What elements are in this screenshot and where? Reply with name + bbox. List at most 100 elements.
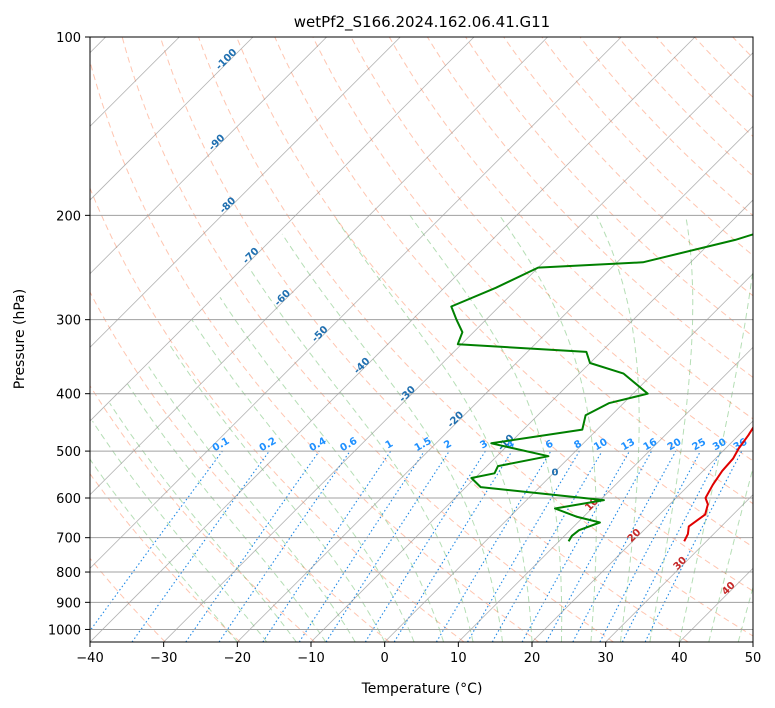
- isotherm-line: [90, 37, 475, 422]
- y-tick-label: 800: [56, 566, 81, 581]
- mixing-ratio-line: [218, 450, 351, 642]
- x-tick-label: −40: [76, 651, 103, 666]
- dry-adiabat-label: -60: [273, 288, 294, 309]
- moist-adiabat-line: [90, 458, 238, 642]
- moist-adiabat-line: [333, 215, 533, 642]
- moist-adiabat-line: [168, 343, 386, 642]
- dry-adiabat-line: [121, 37, 614, 642]
- mixing-ratio-line: [393, 450, 513, 642]
- moist-adiabat-line: [148, 366, 356, 642]
- dry-adiabat-line: [426, 37, 753, 379]
- moist-adiabat-line: [191, 319, 415, 642]
- isotherm-line: [310, 199, 753, 642]
- isotherm-line: [384, 273, 753, 642]
- x-tick-label: 20: [524, 651, 541, 666]
- dry-adiabat-line: [90, 384, 316, 642]
- isotherm-line: [90, 37, 401, 348]
- dry-adiabat-label: -40: [352, 356, 373, 377]
- x-tick-label: 10: [450, 651, 467, 666]
- isotherm-line: [90, 37, 548, 496]
- moist-adiabat-line: [248, 267, 474, 642]
- mixing-ratio-line: [262, 450, 392, 642]
- mixing-ratio-line: [364, 450, 486, 642]
- moist-adiabat-line: [708, 466, 753, 642]
- isotherm-line: [163, 52, 753, 642]
- x-tick-label: −20: [224, 651, 251, 666]
- chart-title: wetPf2_S166.2024.162.06.41.G11: [294, 13, 550, 32]
- x-axis-label: Temperature (°C): [361, 681, 483, 697]
- x-tick-label: 40: [671, 651, 688, 666]
- mixing-ratio-line: [572, 450, 677, 642]
- moist-adiabat-line: [127, 383, 327, 642]
- dry-adiabat-line: [90, 59, 540, 642]
- moist-adiabat-line: [219, 297, 445, 642]
- isotherm-line: [752, 641, 753, 642]
- dry-adiabat-line: [350, 37, 753, 462]
- dry-adiabat-label: -70: [241, 246, 262, 267]
- mixing-ratio-label: 4: [505, 438, 517, 451]
- mixing-ratio-line: [131, 450, 270, 642]
- dry-adiabat-label: -30: [397, 384, 418, 405]
- y-axis-ticks: 100 200 300 400 500 600 700 800 900 1000: [48, 31, 90, 638]
- dry-adiabat-line: [312, 37, 753, 505]
- isotherm-line: [605, 494, 753, 642]
- dry-adiabat-label: -90: [207, 133, 228, 154]
- x-tick-label: 50: [745, 651, 762, 666]
- isotherm-label: 20: [626, 527, 644, 545]
- y-tick-label: 600: [56, 492, 81, 507]
- dry-adiabat-label: -80: [218, 195, 239, 216]
- mixing-ratio-label: 6: [544, 438, 556, 451]
- isotherm-line: [679, 567, 753, 642]
- x-tick-label: 30: [597, 651, 614, 666]
- isotherm-line: [90, 37, 696, 642]
- dry-adiabat-line: [236, 37, 753, 592]
- mixing-ratio-line: [90, 450, 223, 632]
- dry-adiabat-line: [541, 37, 753, 257]
- mixing-ratio-label: 1: [384, 438, 396, 451]
- dry-adiabat-line: [465, 37, 753, 338]
- y-tick-label: 100: [56, 31, 81, 46]
- dry-adiabat-line: [388, 37, 753, 420]
- mixing-ratio-line: [521, 450, 630, 642]
- mixing-ratio-line: [298, 450, 425, 642]
- moist-adiabat-label: 0: [552, 468, 559, 479]
- mixing-ratio-line: [545, 450, 653, 642]
- line-labels: -100-90-80-70-60-50-40-30-20-100.1 0.2 0.4…: [207, 47, 749, 598]
- mixing-ratio-line: [325, 450, 450, 642]
- dry-adiabat-line: [274, 37, 753, 548]
- moist-adiabat-line: [596, 215, 640, 642]
- mixing-ratio-line: [644, 450, 743, 642]
- mixing-ratio-line: [599, 450, 701, 642]
- y-axis-label: Pressure (hPa): [12, 289, 28, 389]
- dry-adiabat-line: [90, 186, 465, 642]
- y-tick-label: 900: [56, 596, 81, 611]
- isotherm-line: [90, 37, 327, 275]
- moist-adiabat-line: [649, 215, 694, 642]
- isotherm-line: [531, 420, 753, 642]
- plot-frame: [89, 36, 754, 643]
- isotherm-line: [458, 346, 753, 642]
- y-tick-label: 500: [56, 445, 81, 460]
- mixing-ratio-label: 8: [572, 438, 584, 451]
- isotherm-label: 30: [672, 555, 690, 573]
- dry-adiabat-label: -50: [310, 324, 331, 345]
- dry-adiabat-line: [732, 37, 753, 59]
- dry-adiabat-line: [656, 37, 753, 138]
- x-axis-ticks: −40 −30 −20 −10 0 10 20 30 40 50: [76, 642, 761, 666]
- isotherm-label: 40: [720, 580, 738, 598]
- mixing-ratio-label: 2: [442, 438, 454, 451]
- dry-adiabat-line: [159, 37, 689, 642]
- moist-adiabat-line: [678, 265, 753, 642]
- dewpoint-line: [450, 233, 753, 542]
- moist-adiabat-line: [109, 402, 297, 642]
- y-tick-label: 1000: [48, 623, 81, 638]
- dry-adiabat-line: [503, 37, 753, 297]
- isotherm-line: [90, 37, 254, 201]
- dry-adiabat-line: [694, 37, 753, 98]
- x-tick-label: −10: [297, 651, 324, 666]
- isotherm-line: [237, 125, 753, 642]
- y-tick-label: 700: [56, 532, 81, 547]
- moist-adiabat-line: [92, 420, 268, 642]
- mixing-ratio-line: [185, 450, 320, 642]
